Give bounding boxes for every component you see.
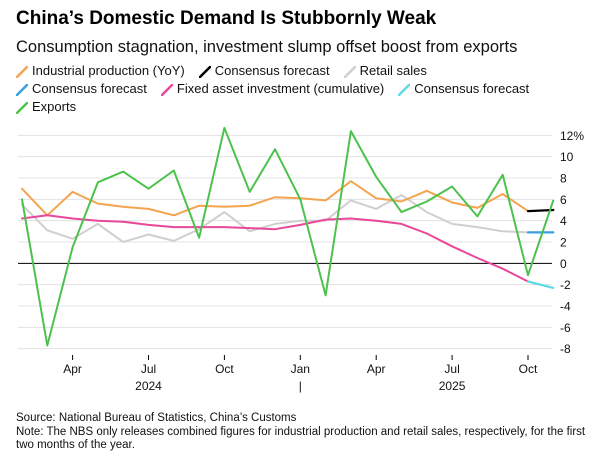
series-line — [21, 194, 555, 243]
legend-label: Fixed asset investment (cumulative) — [176, 81, 385, 96]
legend-row: Industrial production (YoY) Consensus for… — [15, 63, 586, 81]
legend-label: Consensus forecast — [214, 63, 330, 78]
footer: Source: National Bureau of Statistics, C… — [16, 412, 586, 453]
legend-item: Consensus forecast — [198, 63, 330, 78]
legend-item: Consensus forecast — [398, 81, 529, 96]
source-note: Source: National Bureau of Statistics, C… — [16, 412, 297, 424]
legend-item: Retail sales — [343, 63, 427, 78]
legend-swatch-icon — [15, 101, 29, 114]
x-year-label: | — [299, 379, 302, 393]
legend-item: Exports — [15, 99, 77, 114]
legend-row: Consensus forecast Fixed asset investment… — [15, 81, 586, 99]
line-chart: 12% 10 8 6 4 2 0 -2 -4 -6 -8 Apr Jul Oct Jan Apr Jul Oct 2… — [18, 126, 584, 393]
legend-item: Fixed asset investment (cumulative) — [160, 81, 385, 96]
series-line — [21, 126, 555, 347]
legend-swatch-icon — [15, 83, 29, 96]
chart-title: China’s Domestic Demand Is Stubbornly We… — [16, 8, 437, 29]
series-line — [21, 214, 529, 283]
x-tick-label: Jul — [444, 362, 459, 376]
x-tick-label: Apr — [367, 362, 386, 376]
legend: Industrial production (YoY) Consensus for… — [15, 63, 586, 117]
y-tick-label: 0 — [560, 257, 567, 271]
legend-label: Consensus forecast — [414, 81, 530, 96]
legend-item: Consensus forecast — [15, 81, 147, 96]
y-tick-label: 10 — [560, 150, 574, 164]
legend-label: Exports — [32, 99, 77, 114]
x-tick-label: Jul — [141, 362, 156, 376]
legend-swatch-icon — [198, 65, 211, 78]
x-year-label: 2025 — [439, 379, 466, 393]
legend-swatch-icon — [15, 65, 29, 78]
y-tick-label: 6 — [560, 193, 567, 207]
legend-label: Consensus forecast — [32, 81, 147, 96]
y-tick-label: -2 — [560, 278, 571, 292]
x-tick-label: Oct — [519, 362, 538, 376]
x-tick-label: Apr — [63, 362, 82, 376]
legend-row: Exports — [15, 99, 586, 117]
x-tick-label: Oct — [215, 362, 234, 376]
x-tick-label: Jan — [291, 362, 310, 376]
legend-item: Industrial production (YoY) — [15, 63, 185, 78]
chart-subtitle: Consumption stagnation, investment slump… — [16, 38, 518, 56]
legend-swatch-icon — [343, 65, 356, 78]
y-tick-label: 8 — [560, 172, 567, 186]
y-tick-label: 4 — [560, 214, 567, 228]
legend-swatch-icon — [160, 83, 174, 96]
x-year-label: 2024 — [135, 379, 162, 393]
y-tick-label: -4 — [560, 300, 571, 314]
series-line — [526, 280, 555, 289]
y-tick-label: 2 — [560, 236, 567, 250]
methodology-note: Note: The NBS only releases combined fig… — [16, 425, 586, 452]
legend-swatch-icon — [398, 83, 411, 96]
legend-label: Industrial production (YoY) — [32, 63, 185, 78]
y-tick-label: 12% — [560, 129, 584, 143]
y-tick-label: -6 — [560, 321, 571, 335]
y-tick-label: -8 — [560, 342, 571, 356]
series-line — [21, 180, 529, 217]
legend-label: Retail sales — [359, 63, 427, 78]
